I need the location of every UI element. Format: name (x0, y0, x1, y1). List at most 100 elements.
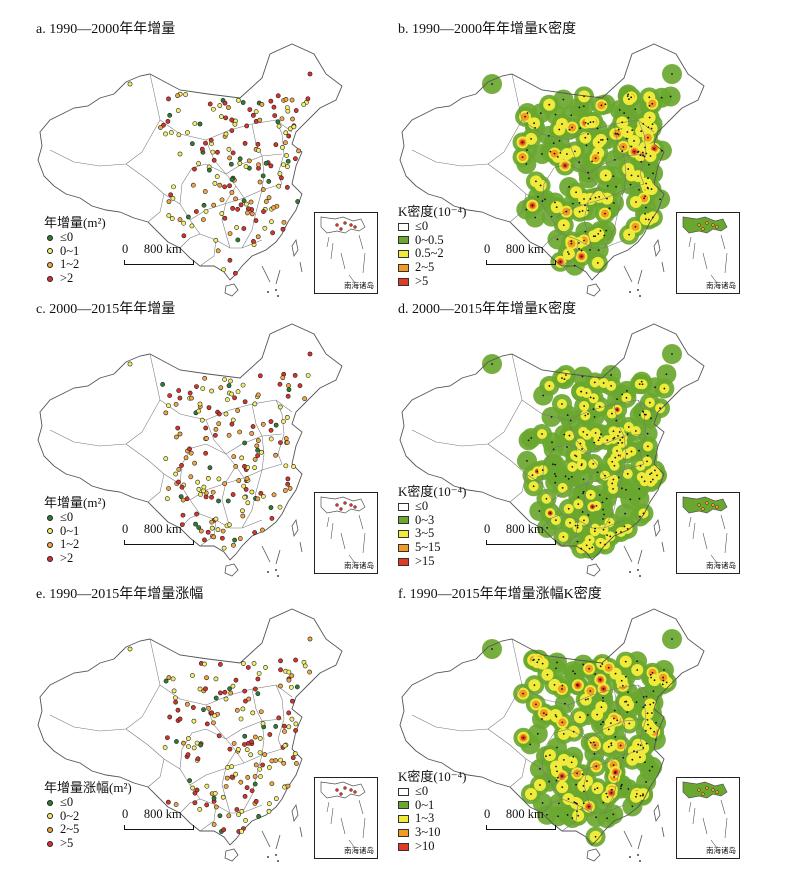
city-point (188, 474, 194, 480)
city-point (226, 432, 232, 438)
inset-point (353, 790, 357, 794)
city-point (663, 669, 665, 671)
city-point (263, 665, 268, 670)
city-point (626, 131, 629, 133)
city-point (612, 430, 615, 433)
legend-item: 1~2 (44, 538, 106, 552)
city-point (644, 704, 647, 707)
city-point (216, 411, 222, 417)
city-point (227, 686, 232, 692)
city-point (164, 496, 170, 502)
city-point (279, 175, 284, 181)
city-point (192, 166, 197, 172)
city-point (574, 524, 577, 527)
hainan-island (586, 563, 601, 577)
city-point (190, 705, 196, 710)
city-point (555, 779, 558, 782)
city-point (525, 208, 528, 211)
city-point (216, 498, 221, 504)
legend-item: 0.5~2 (398, 247, 466, 261)
city-point (209, 710, 215, 716)
city-point (163, 410, 169, 416)
island (277, 575, 279, 577)
city-point (656, 474, 658, 477)
city-point (226, 813, 232, 819)
city-point (651, 478, 654, 481)
city-point (649, 703, 652, 706)
city-point (171, 688, 177, 694)
city-point (598, 494, 601, 496)
city-point (557, 802, 560, 805)
city-point (187, 390, 193, 396)
south-china-sea-inset: 南海诸岛 (676, 492, 740, 574)
city-point (210, 489, 216, 495)
city-point (653, 730, 656, 733)
legend-swatch-square (398, 502, 409, 511)
province-border (189, 784, 263, 814)
city-point (669, 95, 672, 98)
city-point (178, 494, 184, 499)
inset-boundary (326, 234, 366, 284)
city-point (203, 450, 208, 456)
inset-point (349, 503, 353, 507)
inset-point (353, 505, 357, 509)
legend-item: 3~5 (398, 527, 466, 541)
city-point (609, 722, 612, 725)
legend-title: K密度(10⁻⁴) (398, 484, 467, 499)
city-point (221, 545, 227, 551)
city-point (236, 812, 242, 817)
map-panel-c: c. 2000—2015年年增量 年增量(m²) ≤0 0~1 1~2 >2 0 800 … (30, 298, 410, 588)
province-border (205, 139, 245, 199)
city-point (550, 415, 553, 418)
city-point (550, 215, 553, 218)
city-point (199, 417, 205, 423)
city-point (648, 104, 651, 107)
city-point (592, 462, 595, 465)
city-point (561, 123, 563, 125)
city-point (569, 521, 571, 524)
map-legend: K密度(10⁻⁴) ≤0 0~3 3~5 5~15 >15 (398, 485, 466, 569)
city-point (601, 663, 604, 665)
city-point (255, 438, 261, 443)
city-point (253, 798, 259, 804)
city-point (554, 481, 557, 484)
inset-label: 南海诸岛 (706, 281, 736, 290)
scale-bar: 0 800 km (484, 807, 556, 830)
city-point (229, 774, 235, 780)
city-point (618, 431, 621, 433)
city-point (533, 684, 536, 687)
city-point (552, 448, 555, 451)
city-point (647, 136, 649, 139)
city-point (217, 813, 223, 819)
city-point (580, 547, 583, 550)
city-point (172, 695, 178, 701)
city-point (215, 527, 221, 533)
city-point (581, 375, 584, 378)
city-point (257, 179, 263, 185)
city-point (196, 525, 202, 530)
inset-point (335, 503, 339, 507)
city-point (242, 463, 247, 469)
city-point (647, 723, 649, 726)
city-point (215, 149, 220, 155)
legend-swatch-square (398, 530, 409, 539)
city-point (259, 449, 264, 455)
scale-bar: 0 800 km (122, 807, 194, 830)
city-point (197, 121, 203, 127)
city-point (610, 742, 613, 745)
legend-item: 0~2 (44, 809, 132, 824)
city-point (645, 206, 647, 209)
city-point (561, 786, 564, 789)
city-point (614, 736, 617, 738)
city-point (600, 706, 603, 709)
city-point (243, 698, 248, 704)
inset-point (715, 790, 719, 794)
city-point (595, 816, 598, 819)
city-point (218, 114, 224, 119)
city-point (580, 255, 583, 258)
city-point (579, 442, 582, 445)
city-point (639, 465, 642, 467)
city-point (258, 709, 264, 715)
inset-point (353, 225, 357, 229)
city-point (255, 676, 261, 682)
